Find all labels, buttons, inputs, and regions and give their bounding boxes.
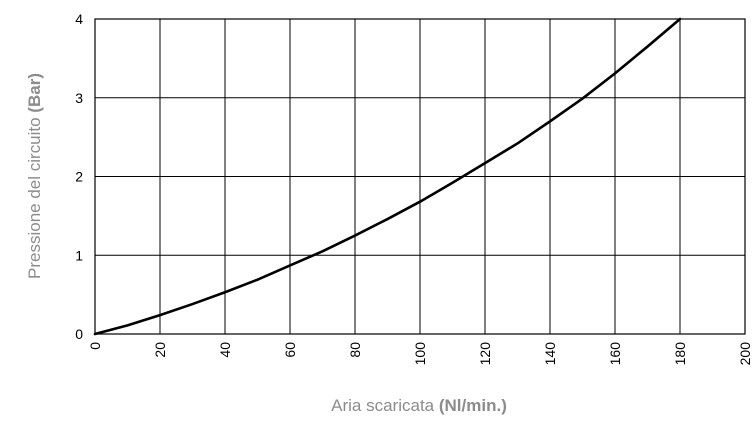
plot-border <box>94 18 746 335</box>
y-axis-title-text: Pressione del circuito <box>25 117 44 279</box>
x-axis-title: Aria scaricata (Nl/min.) <box>331 396 507 415</box>
x-axis-unit: (Nl/min.) <box>439 396 507 415</box>
x-tick-labels: 0 20 40 60 80 100 120 140 160 180 200 <box>87 342 753 366</box>
series-line <box>93 17 682 336</box>
y-tick-labels: 0 1 2 3 4 <box>75 11 83 342</box>
x-tick-label: 60 <box>282 342 298 358</box>
x-tick-label: 180 <box>672 342 688 366</box>
x-tick-label: 80 <box>347 342 363 358</box>
x-tick-label: 40 <box>217 342 233 358</box>
y-tick-label: 4 <box>75 11 83 27</box>
x-tick-label: 0 <box>87 342 103 350</box>
x-tick-label: 120 <box>477 342 493 366</box>
y-tick-label: 3 <box>75 90 83 106</box>
x-tick-label: 160 <box>607 342 623 366</box>
y-axis-unit: (Bar) <box>25 73 44 113</box>
series-layer <box>93 17 682 336</box>
y-tick-label: 2 <box>75 169 83 185</box>
grid <box>94 18 746 335</box>
x-axis-title-text: Aria scaricata <box>331 396 435 415</box>
x-tick-label: 100 <box>412 342 428 366</box>
x-tick-label: 140 <box>542 342 558 366</box>
x-tick-label: 200 <box>737 342 753 366</box>
y-tick-label: 1 <box>75 247 83 263</box>
x-tick-label: 20 <box>152 342 168 358</box>
y-axis-title: Pressione del circuito (Bar) <box>25 73 44 279</box>
plot-frame <box>94 18 746 335</box>
y-tick-label: 0 <box>75 326 83 342</box>
